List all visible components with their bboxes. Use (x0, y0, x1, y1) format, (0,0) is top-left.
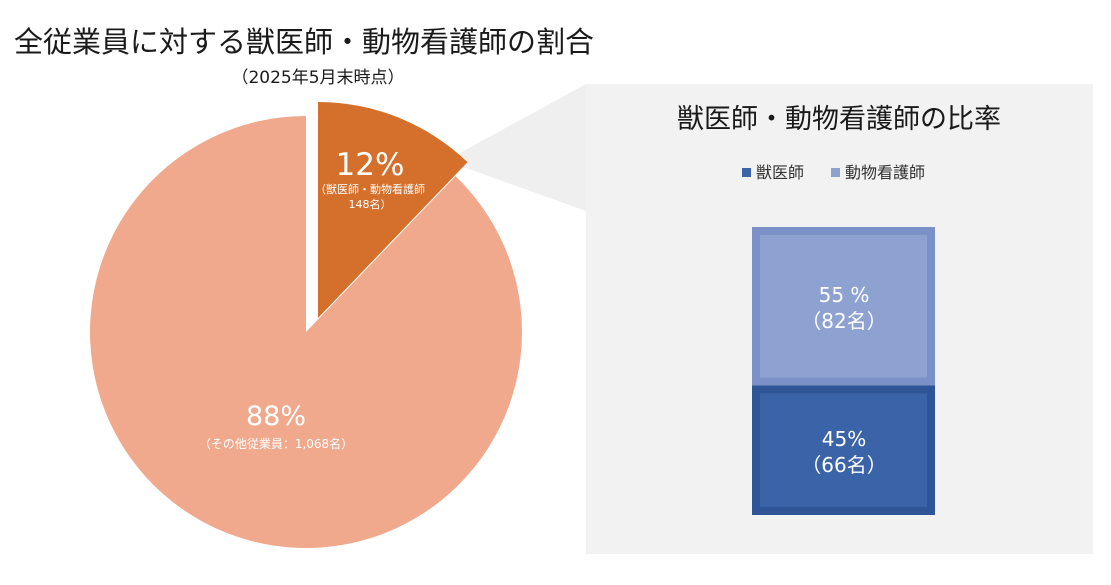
bar-label-vets-pct: 45% (822, 427, 866, 451)
pie-slice-vets-nurses (318, 101, 468, 318)
chart-subtitle: （2025年5月末時点） (231, 68, 404, 88)
legend: 獣医師 動物看護師 (742, 163, 925, 182)
legend-swatch-nurses (831, 168, 840, 177)
chart-title: 全従業員に対する獣医師・動物看護師の割合 (14, 25, 594, 59)
pie-label-vets-detail-1: （獣医師・動物看護師 (315, 182, 425, 196)
bar-segment-vets (752, 385, 935, 515)
legend-swatch-vets (742, 168, 751, 177)
pie-label-vets-detail-2: 148名） (349, 197, 392, 211)
legend-label-vets: 獣医師 (756, 163, 804, 182)
pie-label-other-detail: （その他従業員：1,068名） (199, 436, 353, 451)
bar-chart-title: 獣医師・動物看護師の比率 (677, 104, 1001, 135)
bar-label-nurses-pct: 55 % (819, 283, 870, 307)
legend-label-nurses: 動物看護師 (845, 163, 925, 182)
pie-slice-other-employees (90, 116, 523, 548)
pie-chart (90, 101, 523, 548)
stacked-bar (752, 227, 935, 515)
bar-label-nurses-count: （82名） (801, 309, 886, 333)
bar-label-vets-count: （66名） (801, 453, 886, 477)
bar-segment-nurses (752, 227, 935, 386)
callout-connector (458, 84, 586, 211)
pie-label-vets-pct: 12% (336, 147, 405, 183)
pie-label-other-pct: 88% (246, 401, 306, 432)
